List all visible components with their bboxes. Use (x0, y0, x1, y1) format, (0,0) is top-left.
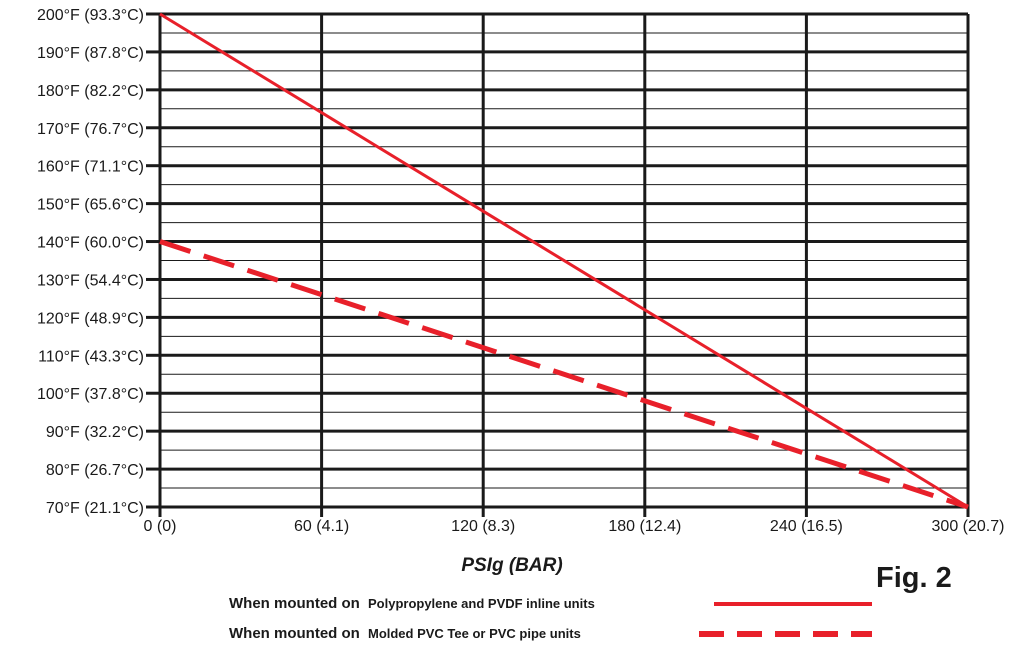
series-layer (159, 12, 969, 510)
y-tick-label: 170°F (76.7°C) (37, 121, 144, 138)
minor-grid (160, 32, 968, 489)
y-tick-label: 180°F (82.2°C) (37, 83, 144, 100)
x-tick-label: 120 (8.3) (451, 518, 515, 535)
legend-lead-solid: When mounted on (229, 595, 360, 612)
y-tick-label: 160°F (71.1°C) (37, 159, 144, 176)
y-tick-label: 90°F (32.2°C) (46, 424, 144, 441)
y-tick-label: 120°F (48.9°C) (37, 310, 144, 327)
x-tick-label: 300 (20.7) (932, 518, 1005, 535)
y-tick-label: 80°F (26.7°C) (46, 462, 144, 479)
figure-label: Fig. 2 (876, 562, 952, 594)
y-tick-label: 150°F (65.6°C) (37, 197, 144, 214)
legend-detail-dashed: Molded PVC Tee or PVC pipe units (368, 626, 581, 641)
major-grid (146, 12, 970, 517)
x-axis-label: PSIg (BAR) (461, 555, 562, 576)
svg-text:When mounted on Polypr: When mounted on Polypropylene and PVDF i… (229, 595, 595, 612)
x-tick-label: 240 (16.5) (770, 518, 843, 535)
y-tick-label: 190°F (87.8°C) (37, 45, 144, 62)
series-line-dashed (159, 239, 969, 510)
legend-item-dashed: When mounted on Molded PVC Tee or PVC pi… (229, 625, 872, 642)
x-tick-labels: 0 (0) 60 (4.1) 120 (8.3) 180 (12.4) 240 (16.… (144, 518, 1005, 535)
y-tick-label: 110°F (43.3°C) (38, 348, 144, 365)
x-tick-label: 60 (4.1) (294, 518, 349, 535)
legend-item-solid: When mounted on Polypropylene and PVDF i… (229, 595, 872, 612)
x-tick-label: 0 (0) (144, 518, 177, 535)
x-tick-label: 180 (12.4) (608, 518, 681, 535)
svg-text:When mounted on Molded: When mounted on Molded PVC Tee or PVC pi… (229, 625, 581, 642)
y-tick-label: 200°F (93.3°C) (37, 7, 144, 24)
y-tick-label: 70°F (21.1°C) (46, 500, 144, 517)
y-tick-labels: 200°F (93.3°C) 190°F (87.8°C) 180°F (82.2°… (37, 7, 144, 517)
y-tick-label: 140°F (60.0°C) (37, 235, 144, 252)
legend-lead-dashed: When mounted on (229, 625, 360, 642)
legend: When mounted on Polypropylene and PVDF i… (229, 595, 872, 642)
y-tick-label: 130°F (54.4°C) (37, 272, 144, 289)
y-tick-label: 100°F (37.8°C) (37, 386, 144, 403)
legend-detail-solid: Polypropylene and PVDF inline units (368, 596, 595, 611)
series-line-solid (159, 12, 969, 509)
